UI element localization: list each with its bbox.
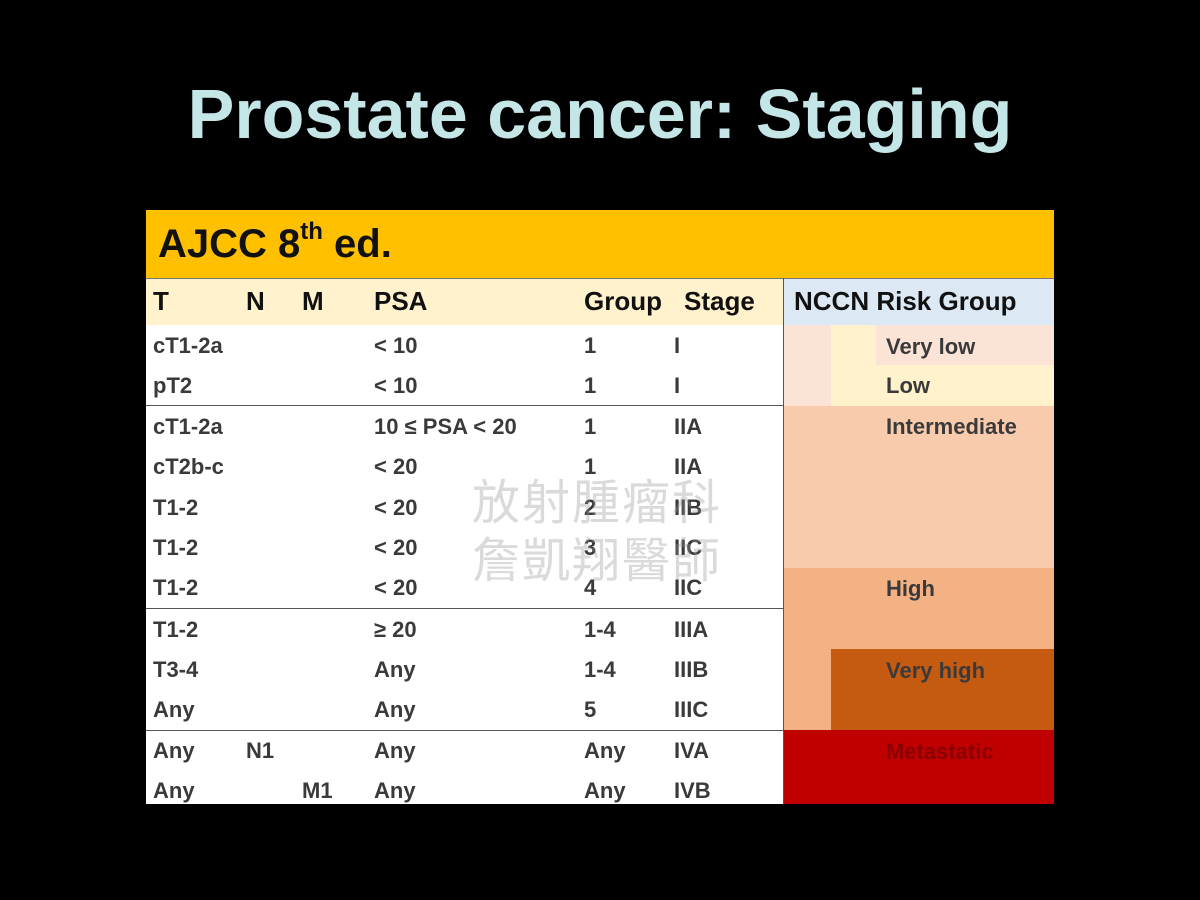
cell-group: 1 [584,414,597,439]
cell-stage: IIIB [674,657,709,682]
risk-metastatic-bg [784,730,1054,804]
risk-very-high-bg [831,649,1054,730]
cell-stage: I [674,373,681,398]
risk-low: Low [886,373,930,398]
cell-t: pT2 [153,373,193,398]
cell-t: Any [153,778,195,803]
cell-t: cT2b-c [153,454,224,479]
cell-stage: IIC [674,575,703,600]
cell-group: 5 [584,697,597,722]
caption-superscript: th [300,218,323,245]
cell-group: 1-4 [584,657,616,682]
cell-t: T1-2 [153,575,199,600]
cell-group: 1 [584,454,597,479]
cell-psa: 10 ≤ PSA < 20 [374,414,517,439]
risk-high: High [886,576,935,601]
cell-psa: Any [374,738,416,763]
risk-low-bg [831,365,1054,406]
header-t: T [153,286,169,316]
risk-low-stripe [831,325,876,365]
caption-divider [146,278,1054,279]
cell-t: Any [153,697,195,722]
header-stage: Stage [684,286,755,316]
cell-group: 1 [584,373,597,398]
cell-m: M1 [302,778,333,803]
cell-t: cT1-2a [153,414,223,439]
cell-psa: < 20 [374,575,418,600]
nccn-header-bg [784,278,1054,325]
cell-group: 1-4 [584,617,616,642]
cell-n: N1 [246,738,275,763]
cell-psa: < 10 [374,333,418,358]
cell-stage: IIIC [674,697,709,722]
header-nccn: NCCN Risk Group [794,286,1017,316]
page-title: Prostate cancer: Staging [187,75,1013,153]
cell-stage: IVA [674,738,710,763]
cell-group: 1 [584,333,597,358]
cell-t: T1-2 [153,535,199,560]
column-header-bg [146,278,784,325]
risk-metastatic: Metastatic [886,739,994,764]
header-m: M [302,286,324,316]
header-psa: PSA [374,286,428,316]
cell-psa: Any [374,778,416,803]
watermark-line2: 詹凱翔醫師 [472,535,723,588]
table-caption: AJCC 8th ed. [146,210,1054,278]
cell-t: T1-2 [153,495,199,520]
cell-t: T1-2 [153,617,199,642]
caption-main: AJCC 8 [158,222,301,266]
cell-stage: IIC [674,535,703,560]
caption-end: ed. [322,222,392,266]
cell-group: 3 [584,535,597,560]
cell-group: 4 [584,575,597,600]
cell-psa: < 20 [374,495,418,520]
cell-stage: IIA [674,454,703,479]
cell-group: Any [584,778,626,803]
nccn-divider [783,278,784,804]
cell-stage: IIIA [674,617,709,642]
risk-very-low: Very low [886,334,976,359]
header-n: N [246,286,265,316]
row-divider [146,730,784,731]
cell-t: T3-4 [153,657,199,682]
cell-psa: Any [374,697,416,722]
risk-very-high: Very high [886,658,986,683]
cell-psa: < 20 [374,454,418,479]
cell-stage: I [674,333,681,358]
risk-intermediate-bg [784,406,1054,568]
cell-psa: ≥ 20 [374,617,417,642]
risk-intermediate: Intermediate [886,414,1017,439]
cell-group: Any [584,738,626,763]
cell-stage: IIB [674,495,703,520]
cell-psa: Any [374,657,416,682]
row-divider [146,608,784,609]
cell-group: 2 [584,495,597,520]
cell-t: Any [153,738,195,763]
cell-stage: IVB [674,778,711,803]
staging-table: AJCC 8th ed. T N M PSA Group Stage NCCN … [146,210,1054,804]
cell-psa: < 10 [374,373,418,398]
cell-t: cT1-2a [153,333,223,358]
cell-stage: IIA [674,414,703,439]
row-divider [146,405,784,406]
cell-psa: < 20 [374,535,418,560]
watermark-line1: 放射腫瘤科 [472,477,723,530]
header-group: Group [584,286,662,316]
